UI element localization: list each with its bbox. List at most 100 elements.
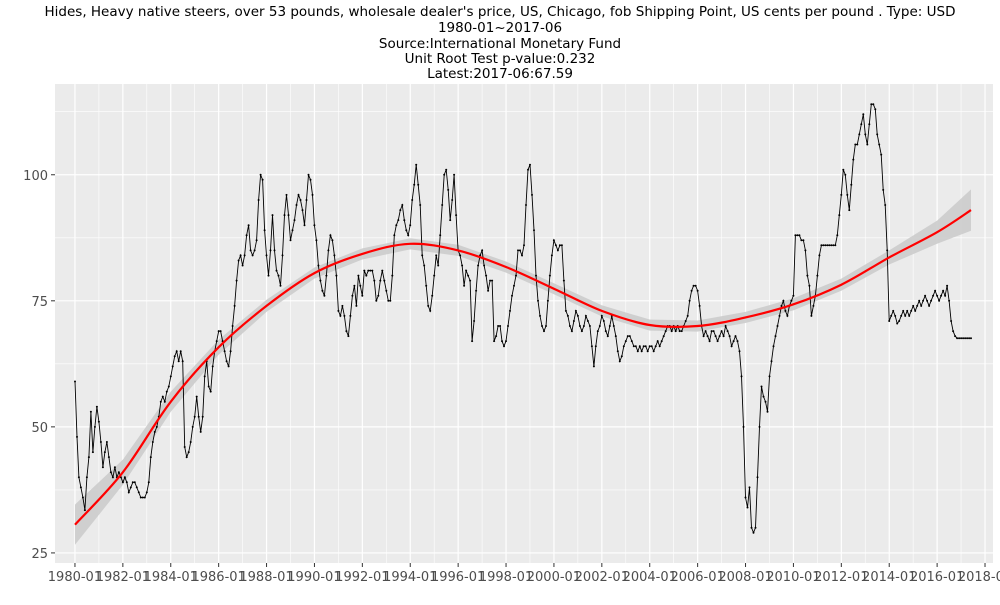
data-point (556, 249, 559, 252)
data-point (912, 304, 915, 307)
data-point (423, 264, 426, 267)
data-point (812, 304, 815, 307)
data-point (97, 420, 100, 423)
data-point (303, 224, 306, 227)
data-point (802, 239, 805, 242)
data-point (898, 320, 901, 322)
data-point (886, 249, 889, 252)
data-point (311, 193, 314, 196)
data-point (572, 320, 575, 322)
x-tick-label: 2010-01 (766, 570, 820, 585)
data-point (239, 254, 242, 257)
data-point (792, 294, 795, 297)
data-point (385, 289, 388, 292)
x-tick-label: 2004-01 (623, 570, 677, 585)
data-point (954, 335, 957, 338)
data-point (902, 309, 905, 312)
data-point (914, 309, 917, 312)
data-point (397, 219, 400, 222)
data-point (165, 390, 168, 393)
data-point (616, 350, 619, 353)
data-point (415, 163, 418, 166)
data-point (519, 249, 521, 252)
data-point (149, 456, 152, 459)
data-point (469, 279, 472, 282)
data-point (686, 314, 689, 317)
data-point (928, 304, 931, 307)
data-point (173, 355, 176, 358)
data-point (523, 244, 525, 247)
data-point (475, 289, 478, 292)
data-point (962, 337, 965, 340)
data-point (111, 476, 114, 479)
data-point (105, 441, 108, 443)
data-point (131, 481, 134, 484)
data-point (465, 269, 468, 272)
data-point (223, 350, 226, 353)
data-point (143, 496, 146, 499)
data-point (299, 199, 302, 201)
subtitle-source: Source:International Monetary Fund (379, 36, 621, 52)
data-point (758, 425, 761, 428)
subtitle-latest-value: Latest:2017-06:67.59 (427, 66, 573, 82)
data-point (277, 274, 280, 277)
data-point (79, 486, 82, 489)
data-point (852, 158, 855, 161)
y-tick-label: 50 (31, 421, 48, 436)
data-point (451, 199, 454, 201)
data-point (95, 405, 98, 408)
data-point (269, 249, 272, 252)
data-point (81, 496, 84, 499)
data-point (331, 239, 334, 242)
data-point (640, 350, 643, 353)
data-point (403, 219, 406, 222)
data-point (590, 345, 593, 348)
data-point (874, 108, 877, 111)
data-point (684, 320, 687, 322)
data-point (291, 229, 294, 232)
x-tick-label: 2018-01 (958, 570, 1000, 585)
data-point (626, 335, 629, 338)
data-point (147, 481, 150, 484)
data-point (630, 340, 633, 343)
data-point (586, 320, 589, 322)
data-point (546, 299, 549, 302)
data-point (848, 209, 851, 212)
data-point (489, 279, 492, 282)
data-point (904, 314, 907, 317)
data-point (455, 214, 458, 217)
data-point (860, 123, 863, 126)
data-point (742, 425, 745, 428)
data-point (491, 279, 494, 282)
data-point (289, 239, 292, 242)
data-point (235, 279, 238, 282)
trend-confidence-band (75, 189, 971, 545)
data-point (265, 254, 268, 257)
data-point (443, 173, 446, 176)
data-point (696, 289, 699, 292)
data-point (798, 234, 801, 237)
data-point (351, 294, 354, 297)
data-point (275, 269, 278, 272)
data-point (391, 274, 394, 277)
x-tick-label: 1990-01 (287, 570, 341, 585)
data-point (527, 168, 529, 171)
data-point (495, 335, 498, 338)
data-point (642, 345, 645, 348)
data-point (425, 284, 428, 287)
data-point (638, 345, 641, 348)
data-point (644, 345, 647, 348)
data-point (748, 486, 751, 489)
data-point (347, 335, 350, 338)
data-point (770, 360, 773, 363)
data-point (419, 204, 422, 206)
data-point (876, 133, 879, 136)
data-point (560, 244, 563, 247)
data-point (175, 350, 178, 353)
data-point (822, 244, 825, 247)
x-tick-label: 1998-01 (479, 570, 533, 585)
data-point (319, 279, 322, 282)
data-point (233, 304, 236, 307)
